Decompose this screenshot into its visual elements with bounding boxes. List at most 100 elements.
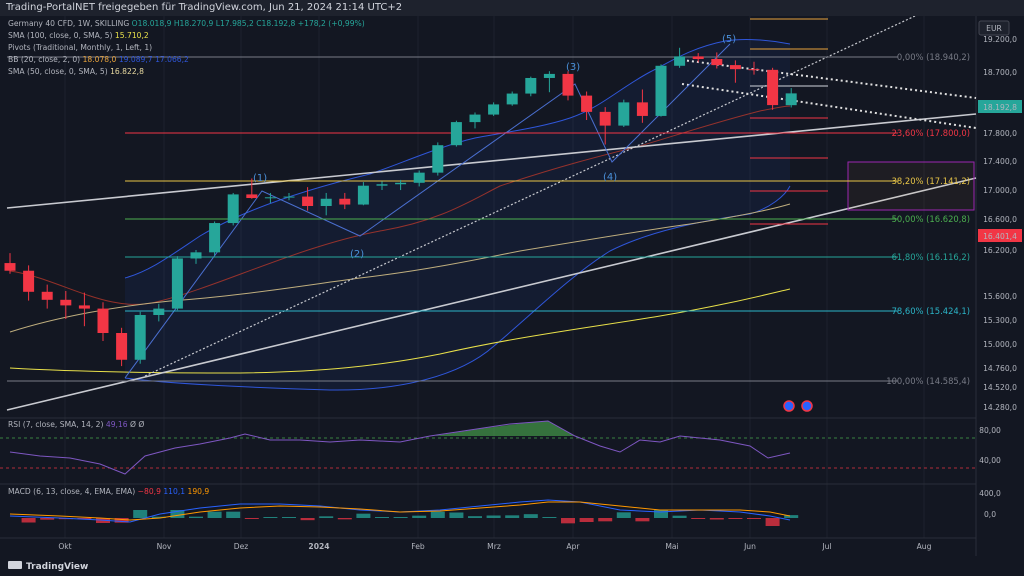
bollinger-fill [125, 39, 790, 391]
legend-symbol: Germany 40 CFD, 1W, SKILLING O18.018,9 H… [8, 19, 365, 28]
candle [413, 172, 425, 183]
lower-trendline [6, 177, 977, 411]
x-tick: Jul [821, 542, 831, 551]
candle [785, 93, 797, 106]
macd-bar [21, 518, 36, 523]
y-tick: 18.700,0 [983, 68, 1017, 77]
y-tick: 17.000,0 [983, 186, 1017, 195]
candle [432, 145, 444, 173]
candle [190, 252, 202, 259]
y-tick: 16.600,0 [983, 215, 1017, 224]
elliott-wave-path [124, 43, 731, 379]
candle [767, 69, 779, 106]
y-tick: 15.300,0 [983, 316, 1017, 325]
candle [450, 122, 462, 146]
candle [97, 308, 109, 333]
x-tick: Feb [411, 542, 425, 551]
macd-bar [226, 511, 241, 518]
candle [692, 56, 704, 59]
macd-bar [505, 515, 520, 518]
candle [562, 73, 574, 96]
y-tick: 17.400,0 [983, 157, 1017, 166]
candle [599, 111, 611, 126]
candle [506, 93, 518, 105]
x-tick: Mrz [487, 542, 501, 551]
candle [134, 315, 146, 360]
macd-bar [672, 515, 687, 518]
macd-bar [449, 512, 464, 518]
rsi-legend: RSI (7, close, SMA, 14, 2) 49,16 Ø Ø [8, 420, 144, 429]
macd-pane[interactable]: MACD (6, 13, close, 4, EMA, EMA) −80,9 1… [8, 487, 1001, 526]
fib-label-1: 23,60% (17.800,0) [892, 128, 970, 138]
tv-logo-text: TradingView [26, 562, 88, 572]
fib-label-4: 61,80% (16.116,2) [892, 252, 970, 262]
share-header: Trading-PortalNET freigegeben für Tradin… [0, 0, 1024, 16]
tv-logo-icon [8, 561, 22, 569]
macd-bar [468, 516, 482, 518]
macd-bar [523, 514, 538, 518]
candle [655, 65, 667, 116]
macd-bar [375, 517, 389, 518]
candle [227, 194, 239, 224]
macd-signal-line [9, 501, 791, 521]
rsi-overbought-fill [435, 421, 575, 436]
candle [711, 59, 723, 66]
price-scale[interactable]: EUR 19.200,0 18.700,0 18.192,8 17.800,0 … [978, 20, 1022, 412]
y-tick: 14.520,0 [983, 383, 1017, 392]
macd-bar [300, 518, 315, 521]
candle [209, 223, 221, 253]
candle [488, 104, 500, 115]
bollinger-basis [9, 105, 791, 305]
x-tick: 2024 [308, 542, 329, 551]
rsi-pane[interactable]: RSI (7, close, SMA, 14, 2) 49,16 Ø Ø 80,… [0, 420, 1001, 475]
macd-bar [319, 516, 334, 518]
x-tick: Mai [665, 542, 678, 551]
legend-pivots: Pivots (Traditional, Monthly, 1, Left, 1… [8, 43, 152, 52]
candle [581, 95, 593, 112]
x-tick: Dez [234, 542, 249, 551]
fib-label-0: 0,00% (18.940,2) [897, 52, 970, 62]
time-scale[interactable]: Okt Nov Dez 2024 Feb Mrz Apr Mai Jun Jul… [58, 542, 931, 551]
x-tick: Apr [566, 542, 580, 551]
macd-bar [598, 518, 613, 522]
wave-label-5: (5) [722, 34, 736, 45]
share-title: Trading-PortalNET freigegeben für Tradin… [6, 2, 403, 13]
macd-bar [691, 518, 706, 519]
pivot-levels [750, 18, 828, 225]
candle [264, 197, 276, 199]
currency-button[interactable] [978, 20, 1010, 36]
upper-trendline [6, 113, 977, 209]
macd-bar [616, 512, 631, 518]
chart-legend: Germany 40 CFD, 1W, SKILLING O18.018,9 H… [8, 19, 365, 76]
tradingview-logo[interactable]: TradingView [8, 561, 88, 572]
candle [469, 114, 481, 123]
candle [41, 291, 53, 300]
candle [23, 270, 35, 292]
y-tick: 15.600,0 [983, 292, 1017, 301]
x-tick: Aug [917, 542, 932, 551]
wave-label-1: (1) [253, 173, 267, 184]
macd-bar [151, 516, 166, 518]
macd-bar [412, 515, 427, 518]
legend-sma100: SMA (100, close, 0, SMA, 5) 15.710,2 [8, 31, 149, 40]
macd-bar [133, 510, 148, 518]
y-tick: 17.800,0 [983, 129, 1017, 138]
macd-bar [114, 518, 129, 523]
event-marker-2[interactable] [801, 400, 813, 412]
macd-bar [393, 517, 408, 518]
macd-tick: 0,0 [984, 510, 996, 519]
candle [320, 198, 332, 206]
target-box [847, 161, 975, 211]
price-chart[interactable]: 0,00% (18.940,2) 23,60% (17.800,0) 38,20… [0, 16, 1024, 576]
y-tick: 19.200,0 [983, 35, 1017, 44]
candle [78, 305, 90, 309]
y-tick: 16.200,0 [983, 246, 1017, 255]
fib-label-3: 50,00% (16.620,8) [892, 214, 970, 224]
macd-bar [189, 516, 203, 518]
fibonacci-levels: 0,00% (18.940,2) 23,60% (17.800,0) 38,20… [7, 52, 970, 386]
macd-bar [282, 517, 296, 518]
event-marker-1[interactable] [783, 400, 795, 412]
macd-bar [747, 518, 761, 519]
candle [171, 258, 183, 309]
